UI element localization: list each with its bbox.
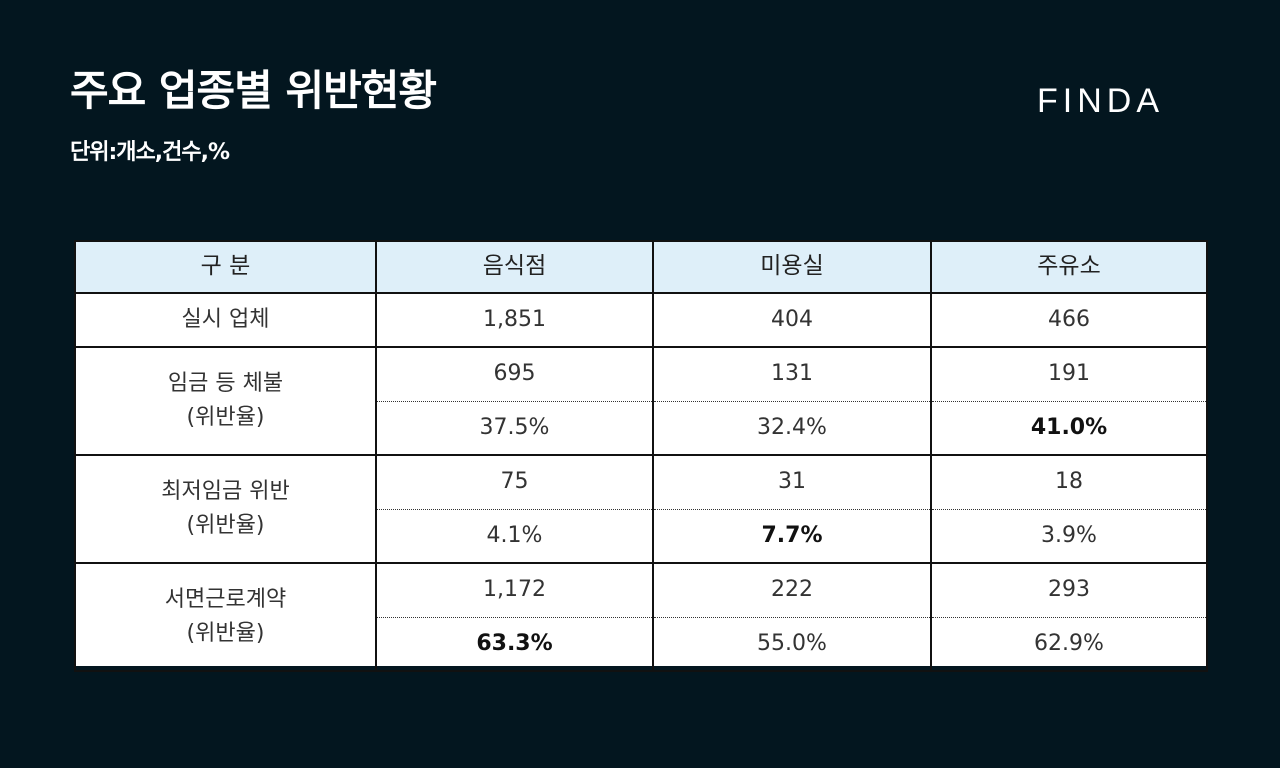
cell-wage-arrears-rate-beauty-salon: 32.4% bbox=[652, 400, 932, 456]
row-label-main: 최저임금 위반 bbox=[161, 478, 290, 504]
cell-written-contract-count-restaurant: 1,172 bbox=[375, 562, 654, 618]
cell-wage-arrears-rate-gas-station: 41.0% bbox=[930, 400, 1208, 456]
row-label-main: 서면근로계약 bbox=[164, 586, 287, 612]
cell-sites-restaurant: 1,851 bbox=[375, 292, 654, 348]
row-label-sub: (위반율) bbox=[186, 513, 265, 538]
finda-logo: FINDA bbox=[1037, 82, 1164, 120]
table-row-min-wage-rate: 4.1% 7.7% 3.9% bbox=[75, 508, 1208, 564]
row-label-main: 임금 등 체불 bbox=[167, 370, 284, 396]
cell-min-wage-rate-gas-station: 3.9% bbox=[930, 508, 1208, 564]
header-row: 구 분 음식점 미용실 주유소 bbox=[74, 240, 1208, 294]
row-label-min-wage: 최저임금 위반 (위반율) bbox=[74, 454, 377, 564]
table-row-min-wage-count: 최저임금 위반 (위반율) 75 31 18 bbox=[74, 454, 1208, 564]
cell-wage-arrears-count-gas-station: 191 bbox=[930, 346, 1208, 402]
cell-min-wage-count-beauty-salon: 31 bbox=[652, 454, 932, 510]
page-title: 주요 업종별 위반현황 bbox=[70, 66, 437, 115]
cell-written-contract-rate-beauty-salon: 55.0% bbox=[652, 616, 932, 672]
cell-min-wage-rate-beauty-salon: 7.7% bbox=[652, 508, 932, 564]
cell-wage-arrears-rate-restaurant: 37.5% bbox=[375, 400, 654, 456]
cell-min-wage-count-restaurant: 75 bbox=[375, 454, 654, 510]
column-header-restaurant: 음식점 bbox=[375, 240, 654, 294]
cell-wage-arrears-count-beauty-salon: 131 bbox=[652, 346, 932, 402]
table-row-sites: 실시 업체 1,851 404 466 bbox=[74, 292, 1208, 348]
column-header-beauty-salon: 미용실 bbox=[652, 240, 932, 294]
cell-written-contract-rate-restaurant: 63.3% bbox=[375, 616, 654, 672]
cell-written-contract-count-gas-station: 293 bbox=[930, 562, 1208, 618]
column-header-gas-station: 주유소 bbox=[930, 240, 1208, 294]
row-label-sub: (위반율) bbox=[186, 621, 265, 646]
violation-table: 구 분 음식점 미용실 주유소 실시 업체 1,851 404 466 임금 등… bbox=[74, 240, 1208, 672]
table-row-written-contract-rate: 63.3% 55.0% 62.9% bbox=[75, 616, 1208, 672]
cell-min-wage-count-gas-station: 18 bbox=[930, 454, 1208, 510]
cell-written-contract-rate-gas-station: 62.9% bbox=[930, 616, 1208, 672]
cell-sites-gas-station: 466 bbox=[930, 292, 1208, 348]
table-row-wage-arrears-count: 임금 등 체불 (위반율) 695 131 191 bbox=[74, 346, 1208, 456]
cell-min-wage-rate-restaurant: 4.1% bbox=[375, 508, 654, 564]
row-label-written-contract: 서면근로계약 (위반율) bbox=[74, 562, 377, 672]
row-label-wage-arrears: 임금 등 체불 (위반율) bbox=[74, 346, 377, 456]
unit-caption: 단위:개소,건수,% bbox=[70, 140, 230, 165]
violation-table-container: 구 분 음식점 미용실 주유소 실시 업체 1,851 404 466 임금 등… bbox=[74, 240, 1208, 672]
cell-wage-arrears-count-restaurant: 695 bbox=[375, 346, 654, 402]
row-label-sites: 실시 업체 bbox=[74, 292, 377, 348]
table-row-written-contract-count: 서면근로계약 (위반율) 1,172 222 293 bbox=[74, 562, 1208, 672]
cell-sites-beauty-salon: 404 bbox=[652, 292, 932, 348]
cell-written-contract-count-beauty-salon: 222 bbox=[652, 562, 932, 618]
row-label-sub: (위반율) bbox=[186, 405, 265, 430]
table-row-wage-arrears-rate: 37.5% 32.4% 41.0% bbox=[75, 400, 1208, 456]
column-header-category: 구 분 bbox=[74, 240, 377, 294]
